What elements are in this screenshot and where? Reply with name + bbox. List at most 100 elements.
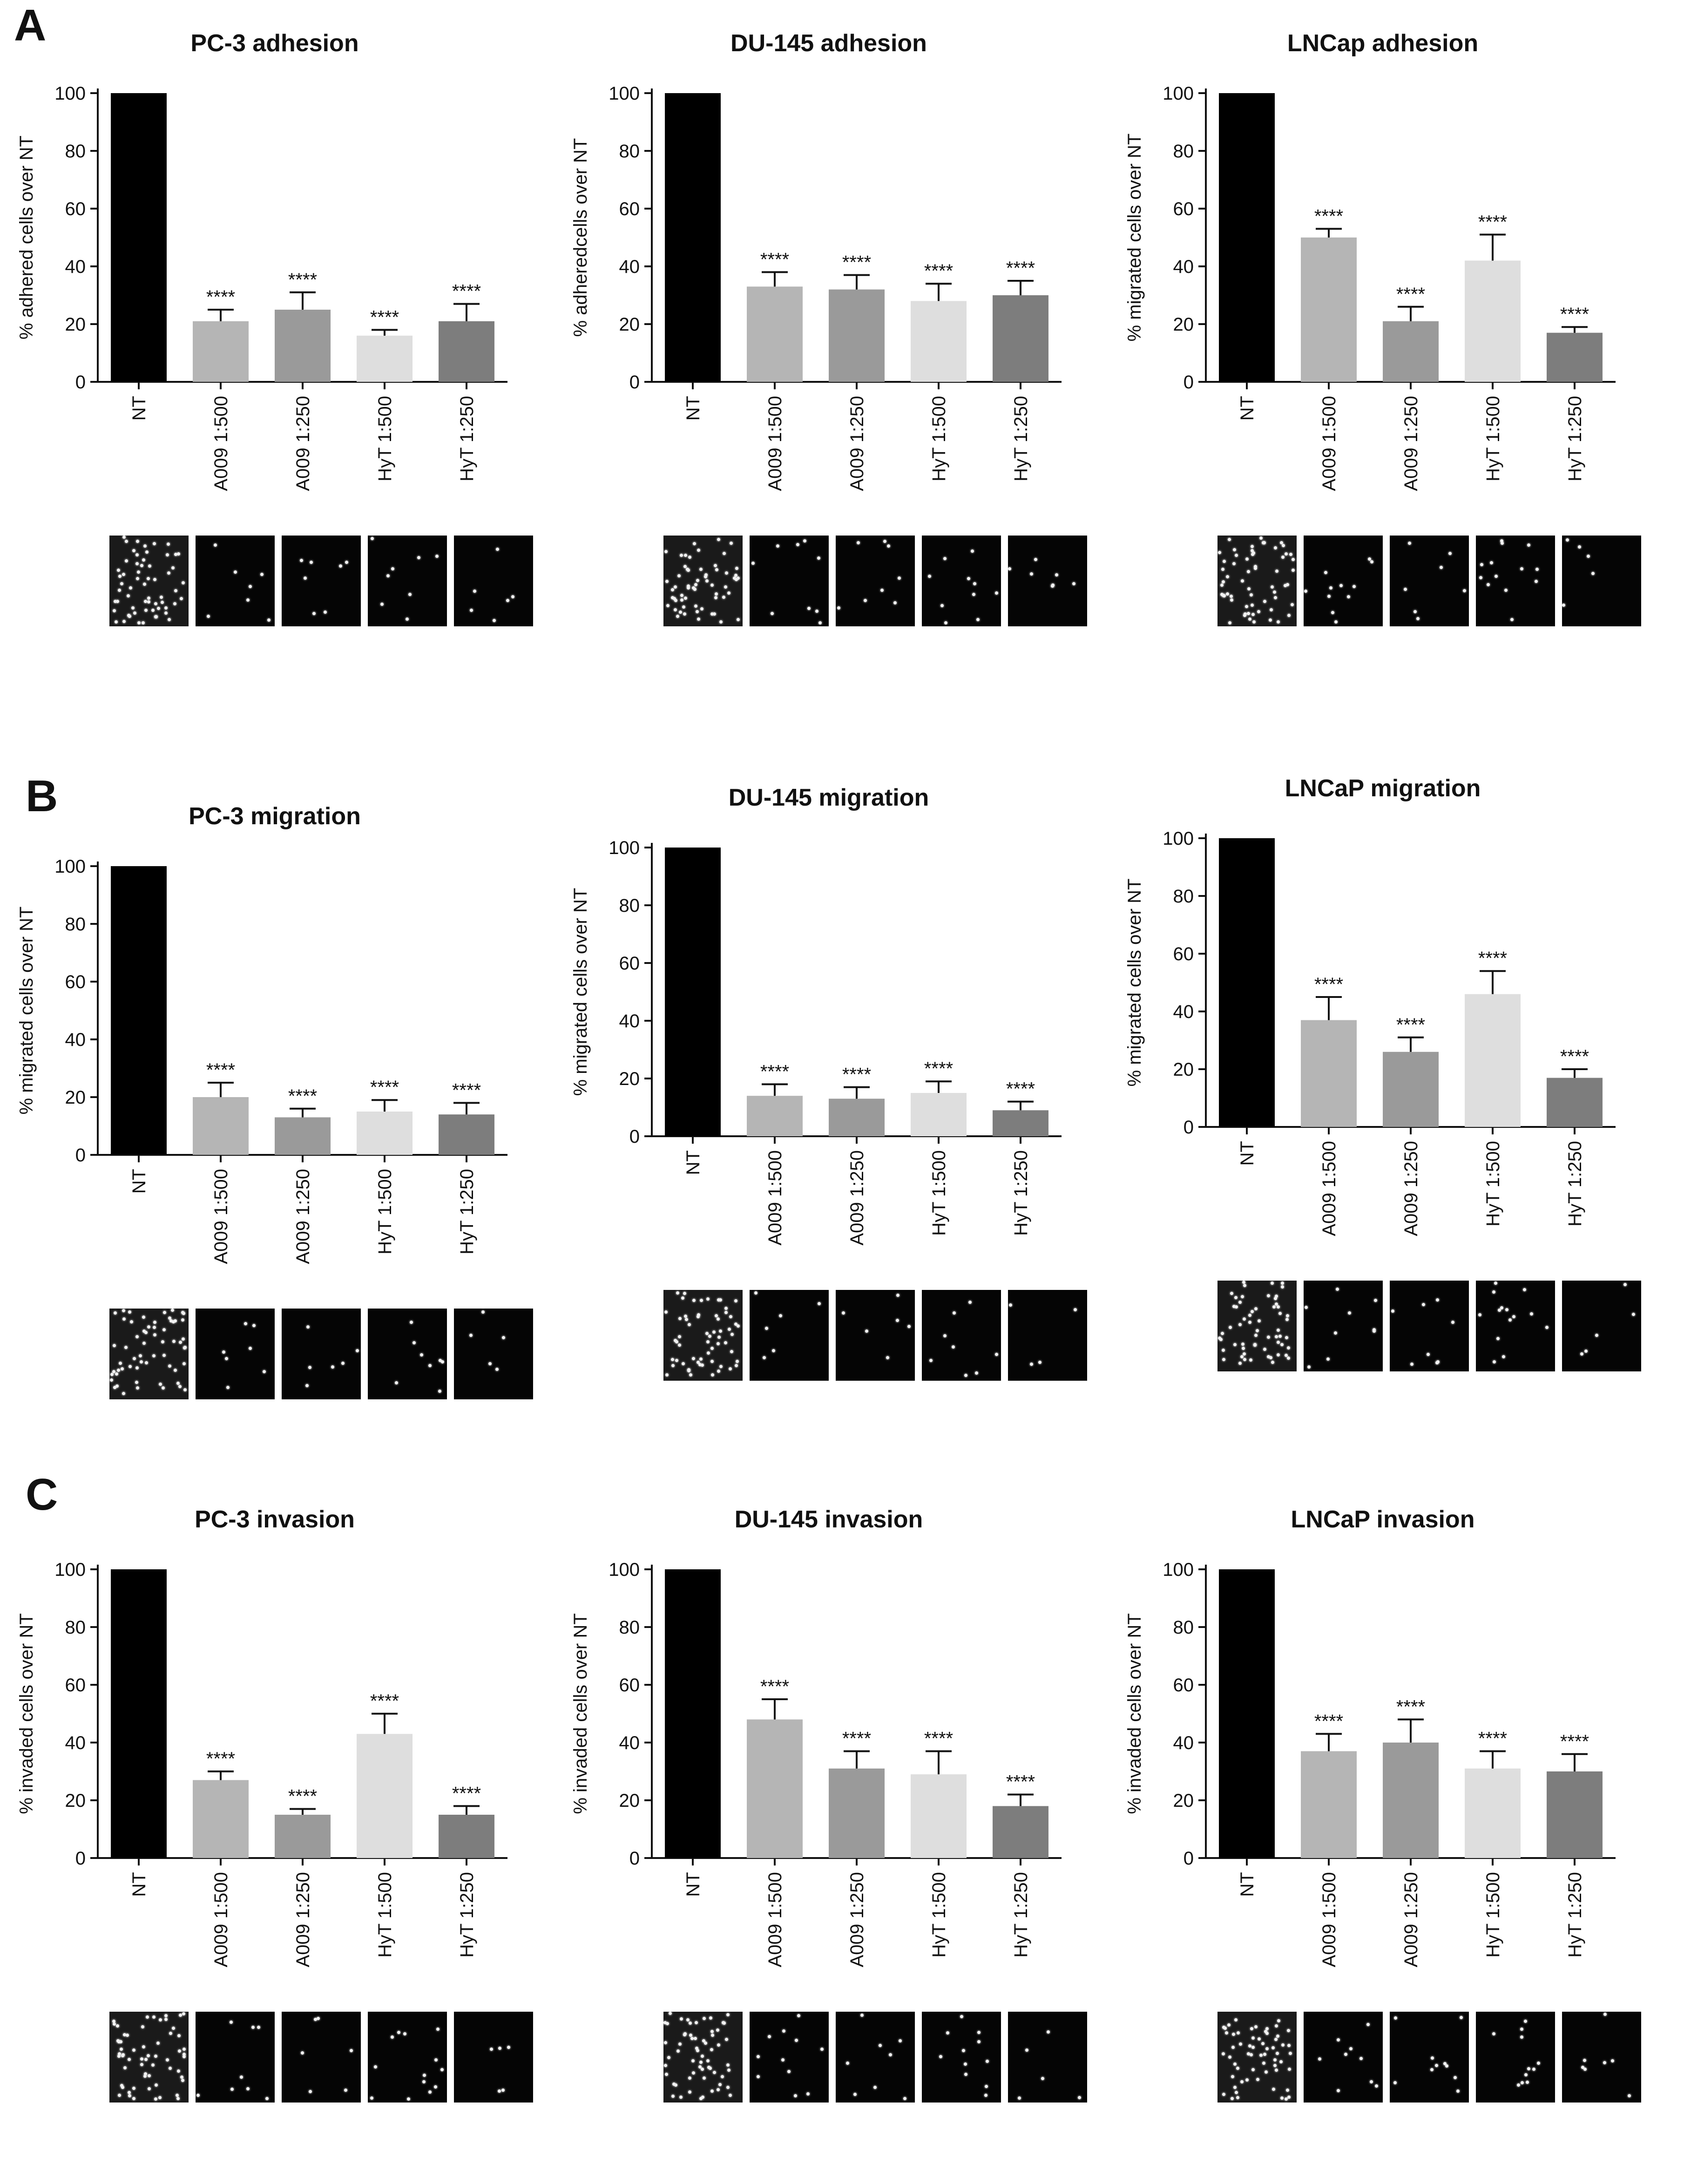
- cell-dot: [391, 2035, 394, 2039]
- category-label: NT: [129, 396, 149, 421]
- cell-dot: [725, 571, 728, 575]
- y-tick-label: 40: [1173, 257, 1194, 277]
- y-axis-label: % migrated cells over NT: [16, 907, 37, 1115]
- cell-dot: [265, 2097, 269, 2100]
- cell-dot: [1280, 541, 1283, 544]
- cell-dot: [141, 2025, 144, 2028]
- cell-dot: [147, 1325, 150, 1329]
- cell-dot: [142, 621, 145, 624]
- micrograph-nt: [1217, 2012, 1297, 2103]
- cell-dot: [119, 1362, 122, 1365]
- y-tick-label: 80: [619, 141, 640, 162]
- cell-dot: [1245, 2078, 1249, 2082]
- significance-label: ****: [760, 1676, 789, 1697]
- cell-dot: [163, 1311, 166, 1314]
- cell-dot: [153, 1326, 156, 1329]
- cell-dot: [1404, 588, 1407, 591]
- cell-dot: [964, 1374, 967, 1377]
- bar-a009-1-250: [1383, 321, 1439, 382]
- cell-dot: [1262, 541, 1265, 544]
- bar-nt: [1219, 1569, 1275, 1858]
- cell-dot: [692, 586, 695, 590]
- cell-dot: [135, 1366, 139, 1370]
- cell-dot: [693, 542, 696, 545]
- cell-dot: [164, 611, 168, 615]
- cell-dot: [1520, 2028, 1523, 2031]
- cell-dot: [1245, 557, 1249, 561]
- micrograph-a009-1-500: [750, 2012, 829, 2103]
- panel-lncap-invasion: LNCaP invasion % invaded cells over NT 0 20…: [1108, 1495, 1657, 2184]
- cell-dot: [143, 583, 146, 586]
- cell-dot: [1254, 1334, 1258, 1337]
- cell-dot: [710, 1360, 714, 1363]
- cell-dot: [118, 575, 122, 578]
- cell-dot: [735, 1364, 738, 1367]
- cell-dot: [939, 2055, 942, 2058]
- cell-dot: [1430, 2068, 1434, 2071]
- cell-dot: [696, 579, 699, 582]
- cell-dot: [154, 2055, 157, 2058]
- cell-dot: [664, 550, 668, 553]
- cell-dot: [733, 577, 736, 580]
- cell-dot: [122, 573, 125, 576]
- cell-dot: [306, 1325, 310, 1329]
- cell-dot: [1334, 1331, 1337, 1335]
- cell-dot: [1236, 2067, 1239, 2070]
- cell-dot: [697, 1361, 700, 1364]
- cell-dot: [148, 564, 151, 568]
- bar-a009-1-500: [1301, 237, 1357, 382]
- chart-pc3-adhesion: PC-3 adhesion % adhered cells over NT 0 20 4…: [16, 30, 507, 491]
- category-label: HyT 1:250: [1565, 396, 1585, 482]
- micrograph-hyt-1-250: [1008, 2012, 1087, 2103]
- cell-dot: [1305, 1306, 1308, 1309]
- cell-dot: [116, 2024, 119, 2028]
- cell-dot: [1280, 1343, 1284, 1346]
- category-label: HyT 1:500: [375, 396, 395, 482]
- significance-label: ****: [452, 1080, 481, 1100]
- category-label: A009 1:250: [1401, 1141, 1421, 1236]
- micrograph-nt: [663, 1290, 743, 1381]
- cell-dot: [1279, 2060, 1283, 2063]
- cell-dot: [1456, 2089, 1460, 2093]
- cell-dot: [182, 1337, 185, 1341]
- cell-dot: [726, 2063, 730, 2067]
- cell-dot: [183, 1362, 186, 1365]
- panel-du145-invasion: DU-145 invasion % invaded cells over NT 0 2…: [554, 1495, 1103, 2184]
- significance-label: ****: [370, 1691, 399, 1711]
- cell-dot: [1248, 617, 1251, 621]
- cell-dot: [182, 581, 185, 584]
- category-label: NT: [129, 1169, 149, 1194]
- cell-dot: [176, 2097, 180, 2100]
- micrograph-a009-1-250: [1390, 536, 1469, 626]
- cell-dot: [1480, 563, 1483, 566]
- cell-dot: [1222, 2052, 1225, 2055]
- cell-dot: [263, 1370, 266, 1373]
- category-label: A009 1:500: [765, 1872, 785, 1967]
- chart-pc3-invasion: PC-3 invasion % invaded cells over NT 0 20 4…: [16, 1506, 507, 1967]
- cell-dot: [436, 2028, 440, 2031]
- y-tick-label: 100: [1163, 1560, 1194, 1580]
- cell-dot: [1233, 548, 1236, 551]
- micrograph-a009-1-250: [1390, 2012, 1469, 2103]
- cell-dot: [152, 1354, 156, 1357]
- significance-label: ****: [1478, 948, 1507, 969]
- cell-dot: [1008, 567, 1011, 570]
- cell-dot: [168, 1316, 171, 1320]
- cell-dot: [113, 2022, 116, 2026]
- cell-dot: [128, 1365, 132, 1368]
- panel-pc3-adhesion: PC-3 adhesion % adhered cells over NT 0 20 4…: [0, 19, 549, 708]
- cell-dot: [181, 1318, 184, 1322]
- cell-dot: [1520, 2035, 1523, 2039]
- cell-dot: [312, 612, 316, 615]
- y-tick-label: 0: [629, 1848, 640, 1869]
- bar-hyt-1-500: [1465, 994, 1521, 1127]
- cell-dot: [707, 2066, 710, 2069]
- cell-dot: [493, 619, 496, 622]
- cell-dot: [1074, 1308, 1077, 1311]
- cell-dot: [678, 2042, 682, 2046]
- y-tick-label: 100: [54, 1560, 86, 1580]
- cell-dot: [153, 578, 156, 581]
- cell-dot: [727, 2069, 730, 2072]
- cell-dot: [160, 596, 163, 599]
- cell-dot: [498, 2089, 501, 2093]
